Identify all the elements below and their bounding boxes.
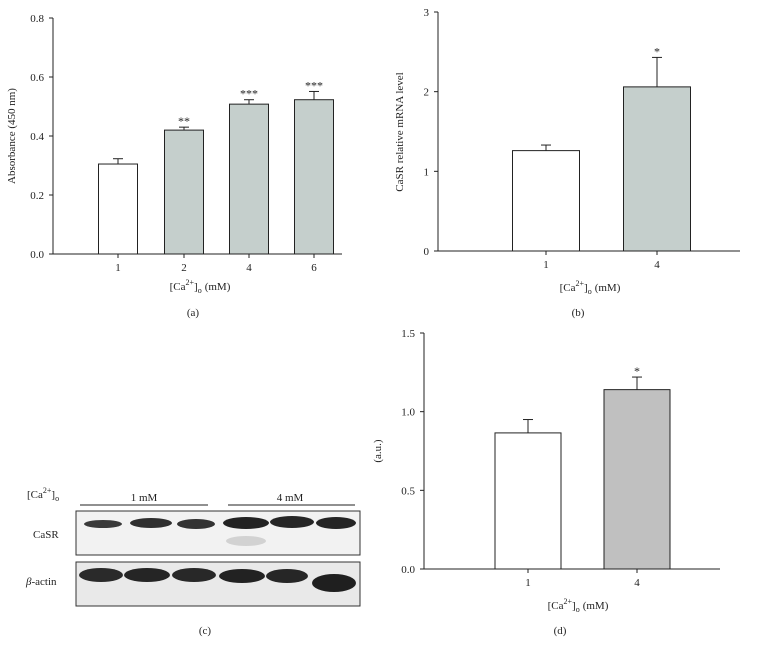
chart-b-panel-label: (b) — [572, 307, 585, 319]
blot-condition-header: [Ca2+]o — [27, 486, 59, 503]
blot-band — [177, 519, 215, 529]
chart-a-x-axis-label: [Ca2+]o (mM) — [170, 278, 231, 295]
bar — [98, 163, 138, 255]
y-tick-label: 0.4 — [30, 131, 44, 143]
bar — [294, 99, 334, 255]
blot-band — [219, 569, 265, 583]
blot-band — [172, 568, 216, 582]
bar — [623, 86, 691, 252]
bar — [229, 103, 269, 255]
bar — [603, 389, 671, 570]
y-tick-label: 1 — [424, 166, 430, 178]
chart-b-x-axis-label: [Ca2+]o (mM) — [560, 279, 621, 296]
x-tick-label: 1 — [525, 577, 531, 589]
blot-row-label-actin: β-actin — [25, 576, 57, 588]
blot-panel-label: (c) — [199, 625, 212, 637]
y-tick-label: 3 — [424, 7, 430, 19]
y-tick-label: 0 — [424, 246, 430, 258]
x-tick-label: 6 — [311, 262, 317, 274]
chart-d-y-axis-label: (a.u.) — [372, 439, 384, 463]
y-tick-label: 1.0 — [401, 407, 415, 419]
x-tick-label: 2 — [181, 262, 187, 274]
bar — [164, 129, 204, 255]
x-tick-label: 1 — [543, 259, 549, 271]
significance-marker: *** — [240, 87, 258, 101]
blot-row-label-casr: CaSR — [33, 529, 59, 541]
blot-band — [223, 517, 269, 529]
y-tick-label: 0.0 — [30, 249, 44, 261]
western-blot-panel: [Ca2+]o 1 mM 4 mM CaSR β-actin (c) — [25, 486, 361, 637]
bar — [512, 150, 580, 252]
y-tick-label: 0.2 — [30, 190, 44, 202]
bar — [494, 432, 562, 570]
blot-band — [316, 517, 356, 529]
x-tick-label: 4 — [634, 577, 640, 589]
chart-panel-b: CaSR relative mRNA level [Ca2+]o (mM) (b)… — [394, 7, 740, 319]
chart-d-panel-label: (d) — [554, 625, 567, 637]
y-tick-label: 0.6 — [30, 72, 44, 84]
x-tick-label: 4 — [654, 259, 660, 271]
blot-band — [79, 568, 123, 582]
blot-band — [266, 569, 308, 583]
y-tick-label: 0.8 — [30, 13, 44, 25]
y-tick-label: 1.5 — [401, 328, 415, 340]
chart-a-panel-label: (a) — [187, 307, 200, 319]
y-tick-label: 2 — [424, 87, 430, 99]
x-tick-label: 1 — [115, 262, 121, 274]
blot-group-label-4mm: 4 mM — [277, 492, 304, 504]
blot-band — [124, 568, 170, 582]
blot-band — [270, 516, 314, 528]
chart-d-x-axis-label: [Ca2+]o (mM) — [548, 597, 609, 614]
blot-band — [84, 520, 122, 528]
blot-strip-casr — [75, 510, 361, 556]
blot-band — [130, 518, 172, 528]
chart-a-y-axis-label: Absorbance (450 nm) — [6, 88, 18, 184]
chart-panel-d: (a.u.) [Ca2+]o (mM) (d) 0.0 0.5 1.0 1.5 1 * 4 — [372, 328, 720, 637]
y-tick-label: 0.0 — [401, 564, 415, 576]
chart-panel-a: Absorbance (450 nm) [Ca2+]o (mM) (a) 0.0 0… — [6, 13, 342, 319]
significance-marker: *** — [305, 78, 323, 92]
y-tick-label: 0.5 — [401, 485, 415, 497]
blot-group-label-1mm: 1 mM — [131, 492, 158, 504]
blot-smear — [226, 536, 266, 546]
significance-marker: ** — [178, 114, 190, 128]
significance-marker: * — [634, 364, 640, 378]
blot-band — [312, 574, 356, 592]
chart-b-y-axis-label: CaSR relative mRNA level — [394, 72, 406, 191]
significance-marker: * — [654, 44, 660, 58]
x-tick-label: 4 — [246, 262, 252, 274]
